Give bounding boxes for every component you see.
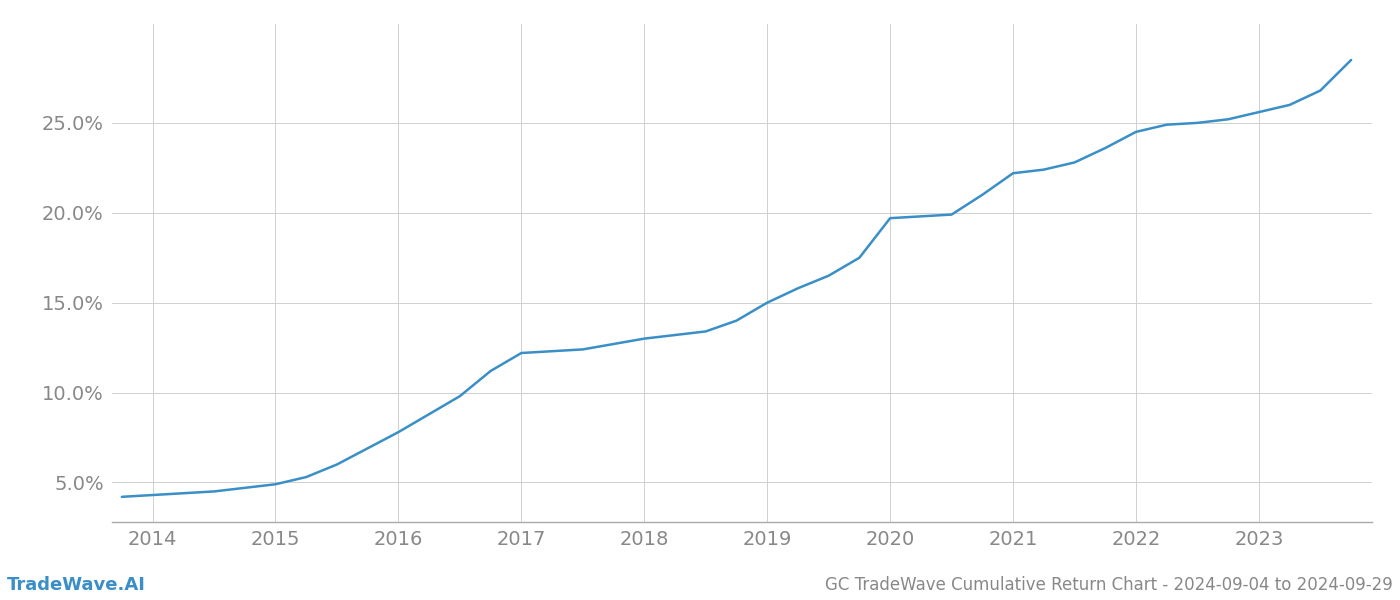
Text: GC TradeWave Cumulative Return Chart - 2024-09-04 to 2024-09-29: GC TradeWave Cumulative Return Chart - 2… <box>825 576 1393 594</box>
Text: TradeWave.AI: TradeWave.AI <box>7 576 146 594</box>
